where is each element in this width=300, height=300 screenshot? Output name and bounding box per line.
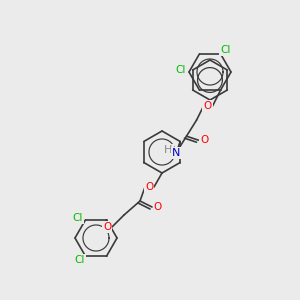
Text: O: O xyxy=(103,222,111,232)
Text: Cl: Cl xyxy=(74,255,85,265)
Text: O: O xyxy=(154,202,162,212)
Text: Cl: Cl xyxy=(176,65,186,75)
Text: Cl: Cl xyxy=(220,45,231,55)
Text: N: N xyxy=(172,148,181,158)
Text: Cl: Cl xyxy=(72,213,83,223)
Text: O: O xyxy=(200,135,208,145)
Text: O: O xyxy=(203,101,211,111)
Text: O: O xyxy=(145,182,153,192)
Text: H: H xyxy=(164,145,173,155)
